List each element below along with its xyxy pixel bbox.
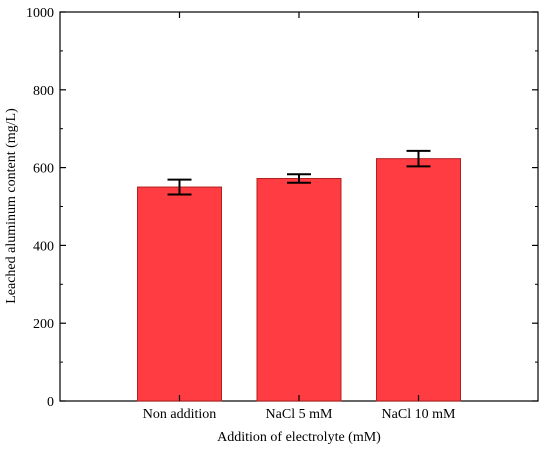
y-tick-label: 1000 xyxy=(26,6,54,21)
y-tick-label: 0 xyxy=(47,395,54,410)
y-tick-label: 800 xyxy=(33,84,54,99)
bar xyxy=(256,177,342,402)
y-tick-label: 200 xyxy=(33,317,54,332)
bar xyxy=(376,158,461,402)
x-tick-label: NaCl 10 mM xyxy=(382,407,456,422)
bar xyxy=(137,186,222,402)
y-axis-title: Leached aluminum content (mg/L) xyxy=(4,108,19,304)
x-tick-label: NaCl 5 mM xyxy=(266,407,333,422)
y-tick-label: 600 xyxy=(33,162,54,177)
x-tick-label: Non addition xyxy=(143,407,217,422)
x-axis-title: Addition of electrolyte (mM) xyxy=(217,430,381,445)
y-tick-label: 400 xyxy=(33,239,54,254)
